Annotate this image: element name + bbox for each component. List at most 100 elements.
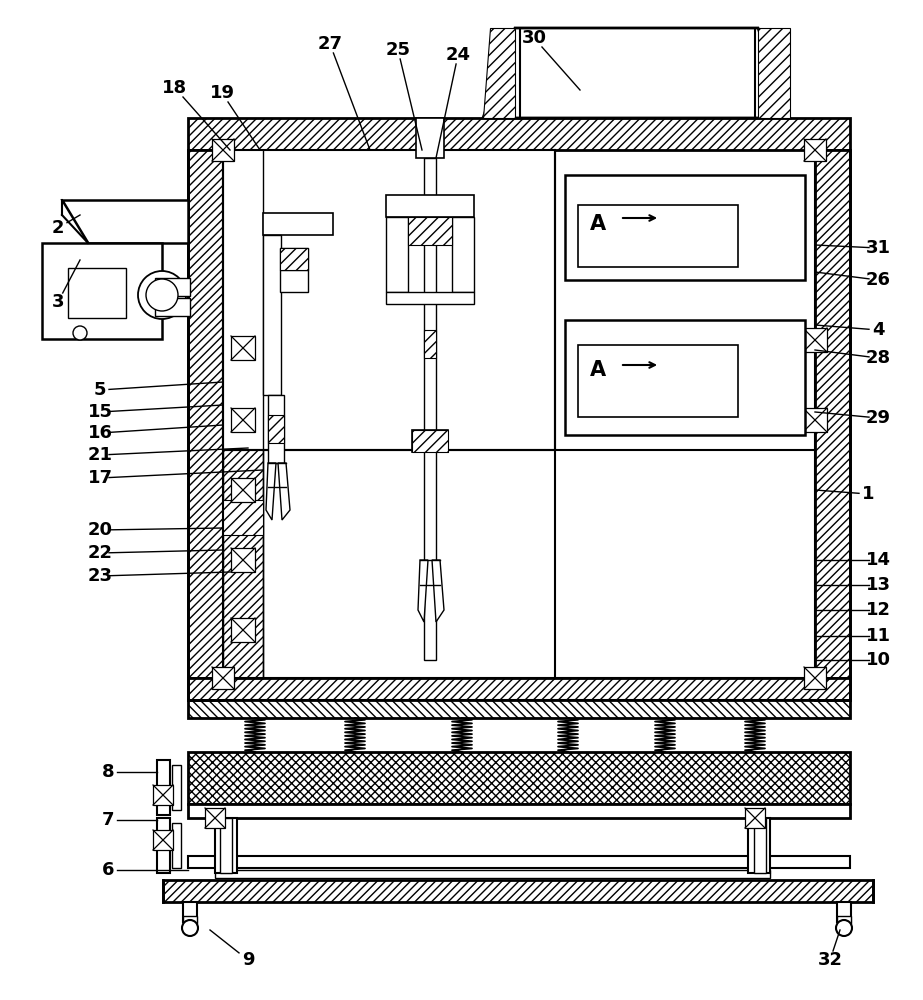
Bar bbox=[386, 217, 408, 292]
Bar bbox=[188, 700, 850, 718]
Bar bbox=[416, 118, 444, 158]
Bar bbox=[212, 667, 234, 689]
Circle shape bbox=[182, 920, 198, 936]
Bar bbox=[231, 408, 255, 432]
Polygon shape bbox=[266, 463, 276, 520]
Bar bbox=[804, 667, 826, 689]
Bar bbox=[263, 213, 333, 235]
Bar bbox=[565, 175, 805, 280]
Text: 25: 25 bbox=[386, 41, 411, 59]
Bar bbox=[412, 430, 448, 452]
Text: 6: 6 bbox=[102, 861, 114, 879]
Bar bbox=[157, 818, 170, 873]
Text: 2: 2 bbox=[52, 219, 65, 237]
Text: 10: 10 bbox=[866, 651, 891, 669]
Bar bbox=[412, 430, 448, 452]
Text: 8: 8 bbox=[102, 763, 114, 781]
Bar bbox=[231, 548, 255, 572]
Bar bbox=[386, 195, 474, 217]
Text: 15: 15 bbox=[88, 403, 113, 421]
Circle shape bbox=[836, 920, 852, 936]
Text: 13: 13 bbox=[866, 576, 891, 594]
Bar bbox=[188, 678, 850, 700]
Text: 30: 30 bbox=[521, 29, 546, 47]
Bar bbox=[803, 408, 827, 432]
Text: 21: 21 bbox=[88, 446, 113, 464]
Text: 7: 7 bbox=[102, 811, 114, 829]
Polygon shape bbox=[418, 560, 428, 622]
Bar bbox=[212, 139, 234, 161]
Bar bbox=[745, 808, 765, 828]
Bar bbox=[68, 268, 126, 318]
Text: 24: 24 bbox=[446, 46, 471, 64]
Bar bbox=[223, 150, 555, 450]
Bar bbox=[837, 902, 851, 922]
Bar bbox=[452, 217, 474, 292]
Bar bbox=[268, 415, 284, 443]
Bar bbox=[188, 804, 850, 818]
Text: 4: 4 bbox=[871, 321, 884, 339]
Polygon shape bbox=[62, 200, 188, 243]
Text: 19: 19 bbox=[210, 84, 234, 102]
Bar bbox=[231, 336, 255, 360]
Bar bbox=[172, 823, 181, 868]
Polygon shape bbox=[432, 560, 444, 622]
Bar bbox=[215, 870, 770, 878]
Bar bbox=[578, 345, 738, 417]
Text: 27: 27 bbox=[318, 35, 342, 53]
Bar bbox=[153, 830, 173, 850]
Bar bbox=[223, 150, 263, 678]
Bar bbox=[815, 150, 850, 678]
Bar bbox=[386, 292, 474, 304]
Polygon shape bbox=[758, 28, 790, 118]
Bar bbox=[280, 248, 308, 270]
Bar bbox=[188, 752, 850, 804]
Text: 20: 20 bbox=[88, 521, 113, 539]
Text: 17: 17 bbox=[88, 469, 113, 487]
Text: A: A bbox=[590, 214, 606, 234]
Polygon shape bbox=[483, 28, 515, 118]
Bar bbox=[231, 618, 255, 642]
Bar bbox=[223, 500, 263, 535]
Bar bbox=[155, 278, 190, 296]
Text: 32: 32 bbox=[818, 951, 843, 969]
Bar bbox=[172, 765, 181, 810]
Polygon shape bbox=[278, 463, 290, 520]
Bar bbox=[220, 818, 232, 873]
Bar bbox=[157, 760, 170, 815]
Bar bbox=[205, 808, 225, 828]
Bar bbox=[183, 916, 197, 924]
Bar bbox=[280, 248, 308, 270]
Bar bbox=[565, 320, 805, 435]
Bar bbox=[804, 139, 826, 161]
Bar bbox=[188, 856, 850, 868]
Bar bbox=[188, 150, 223, 678]
Bar bbox=[153, 785, 173, 805]
Text: A: A bbox=[590, 360, 606, 380]
Text: 16: 16 bbox=[88, 424, 113, 442]
Text: 26: 26 bbox=[866, 271, 891, 289]
Bar bbox=[424, 330, 436, 358]
Polygon shape bbox=[483, 28, 790, 118]
Bar bbox=[183, 902, 197, 922]
Bar bbox=[263, 235, 281, 395]
Text: 12: 12 bbox=[866, 601, 891, 619]
Text: 14: 14 bbox=[866, 551, 891, 569]
Text: 23: 23 bbox=[88, 567, 113, 585]
Text: 1: 1 bbox=[862, 485, 874, 503]
Bar bbox=[803, 328, 827, 352]
Bar bbox=[754, 818, 766, 873]
Bar bbox=[42, 243, 162, 339]
Bar bbox=[748, 818, 770, 873]
Circle shape bbox=[146, 279, 178, 311]
Bar bbox=[578, 205, 738, 267]
Text: 18: 18 bbox=[162, 79, 187, 97]
Circle shape bbox=[138, 271, 186, 319]
Bar bbox=[163, 880, 873, 902]
Text: 3: 3 bbox=[52, 293, 65, 311]
Bar bbox=[837, 916, 851, 924]
Bar bbox=[268, 395, 284, 463]
Text: 9: 9 bbox=[242, 951, 254, 969]
Text: 29: 29 bbox=[866, 409, 891, 427]
Bar bbox=[188, 118, 850, 150]
